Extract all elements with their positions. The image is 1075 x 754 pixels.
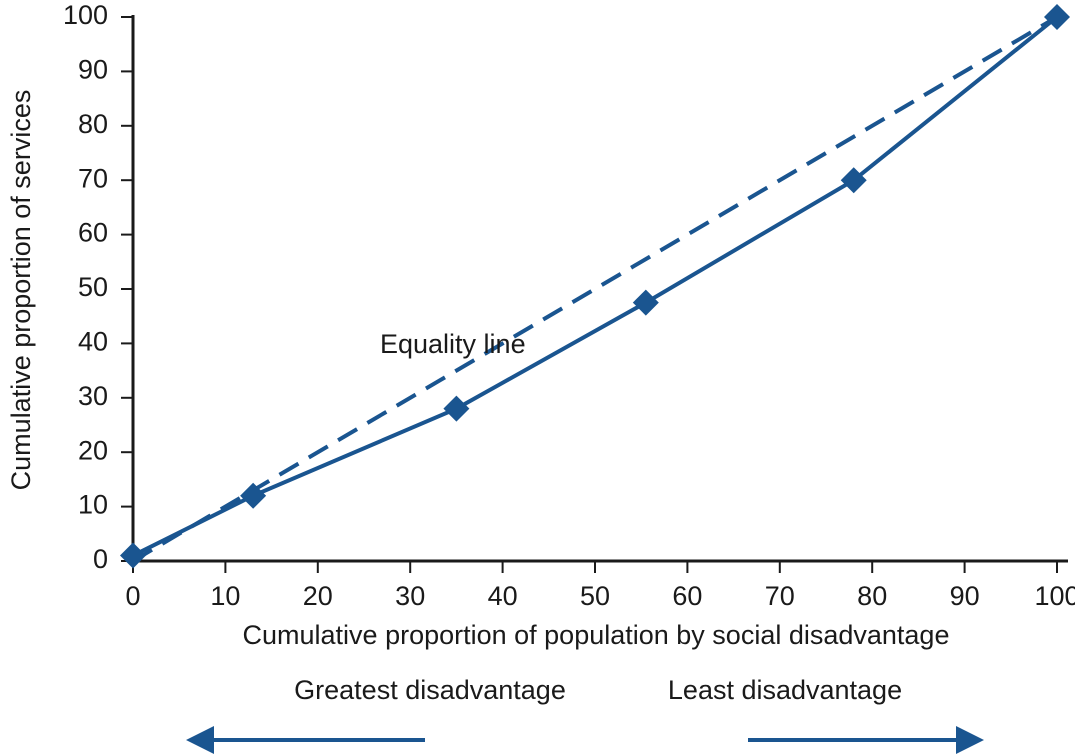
marker [240,482,267,509]
y-tick-label: 30 [78,381,108,411]
y-tick-label: 80 [78,109,108,139]
y-tick-label: 0 [93,544,108,574]
x-tick-label: 60 [672,581,702,611]
marker [840,167,867,194]
x-tick-label: 90 [950,581,980,611]
equality-line [131,15,1059,563]
x-tick-label: 80 [857,581,887,611]
y-tick-label: 10 [78,490,108,520]
direction-label: Least disadvantage [668,675,902,705]
marker [120,542,146,569]
x-axis-label: Cumulative proportion of population by s… [243,620,950,650]
y-tick-label: 100 [63,0,108,30]
x-tick-label: 0 [125,581,140,611]
right-arrow [748,726,984,754]
annotation: Equality line [380,329,526,359]
x-tick-label: 70 [765,581,795,611]
marker [443,395,470,422]
y-tick-label: 40 [78,327,108,357]
x-tick-label: 40 [488,581,518,611]
y-tick-label: 90 [78,55,108,85]
y-tick-label: 20 [78,435,108,465]
data-line [132,15,1059,558]
y-tick-label: 50 [78,272,108,302]
marker [632,289,659,316]
x-tick-label: 30 [395,581,425,611]
x-tick-label: 50 [580,581,610,611]
x-tick-label: 10 [210,581,240,611]
direction-label: Greatest disadvantage [294,675,566,705]
y-axis-label: Cumulative proportion of services [6,90,36,491]
x-tick-label: 20 [303,581,333,611]
left-arrow [186,726,425,754]
y-tick-label: 60 [78,218,108,248]
y-tick-label: 70 [78,163,108,193]
marker [1044,4,1070,30]
x-tick-label: 100 [1034,581,1075,611]
